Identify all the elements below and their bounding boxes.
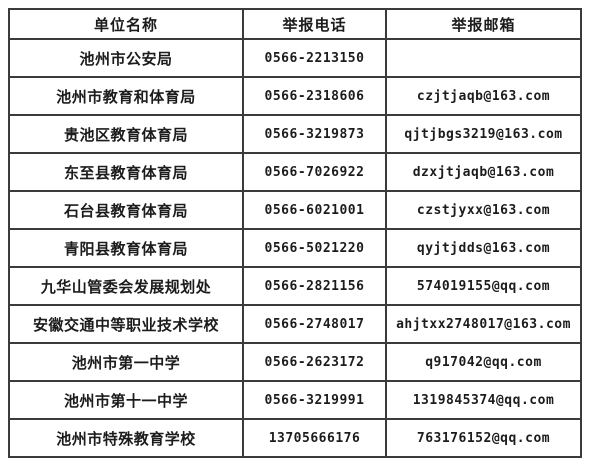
email-cell: q917042@qq.com (385, 342, 582, 382)
phone-cell: 0566-2318606 (242, 76, 387, 116)
table-row: 石台县教育体育局 0566-6021001 czstjyxx@163.com (8, 190, 582, 230)
unit-name-cell: 池州市教育和体育局 (8, 76, 244, 116)
email-cell: 763176152@qq.com (385, 418, 582, 458)
phone-cell: 0566-2748017 (242, 304, 387, 344)
unit-name-cell: 石台县教育体育局 (8, 190, 244, 230)
unit-name-cell: 安徽交通中等职业技术学校 (8, 304, 244, 344)
email-cell: czjtjaqb@163.com (385, 76, 582, 116)
unit-name-cell: 池州市特殊教育学校 (8, 418, 244, 458)
unit-name-cell: 池州市第十一中学 (8, 380, 244, 420)
phone-cell: 0566-2213150 (242, 38, 387, 78)
header-unit-name: 单位名称 (8, 8, 244, 40)
unit-name-cell: 贵池区教育体育局 (8, 114, 244, 154)
phone-cell: 0566-5021220 (242, 228, 387, 268)
table-row: 青阳县教育体育局 0566-5021220 qyjtjdds@163.com (8, 228, 582, 268)
unit-name-cell: 东至县教育体育局 (8, 152, 244, 192)
table-header: 单位名称 举报电话 举报邮箱 (8, 8, 582, 40)
report-contacts-table: 单位名称 举报电话 举报邮箱 池州市公安局 0566-2213150 池州市教育… (8, 8, 582, 458)
table-row: 九华山管委会发展规划处 0566-2821156 574019155@qq.co… (8, 266, 582, 306)
phone-cell: 0566-2821156 (242, 266, 387, 306)
email-cell: 574019155@qq.com (385, 266, 582, 306)
table-body: 池州市公安局 0566-2213150 池州市教育和体育局 0566-23186… (8, 38, 582, 458)
unit-name-cell: 青阳县教育体育局 (8, 228, 244, 268)
header-report-email: 举报邮箱 (385, 8, 582, 40)
header-report-phone: 举报电话 (242, 8, 387, 40)
email-cell (385, 38, 582, 78)
table-row: 东至县教育体育局 0566-7026922 dzxjtjaqb@163.com (8, 152, 582, 192)
unit-name-cell: 池州市公安局 (8, 38, 244, 78)
email-cell: qjtjbgs3219@163.com (385, 114, 582, 154)
header-row: 单位名称 举报电话 举报邮箱 (8, 8, 582, 40)
phone-cell: 0566-6021001 (242, 190, 387, 230)
table-row: 池州市第一中学 0566-2623172 q917042@qq.com (8, 342, 582, 382)
phone-cell: 0566-3219991 (242, 380, 387, 420)
email-cell: dzxjtjaqb@163.com (385, 152, 582, 192)
email-cell: czstjyxx@163.com (385, 190, 582, 230)
table-row: 池州市教育和体育局 0566-2318606 czjtjaqb@163.com (8, 76, 582, 116)
table-row: 池州市第十一中学 0566-3219991 1319845374@qq.com (8, 380, 582, 420)
phone-cell: 13705666176 (242, 418, 387, 458)
phone-cell: 0566-3219873 (242, 114, 387, 154)
email-cell: ahjtxx2748017@163.com (385, 304, 582, 344)
email-cell: qyjtjdds@163.com (385, 228, 582, 268)
table-row: 安徽交通中等职业技术学校 0566-2748017 ahjtxx2748017@… (8, 304, 582, 344)
phone-cell: 0566-2623172 (242, 342, 387, 382)
email-cell: 1319845374@qq.com (385, 380, 582, 420)
unit-name-cell: 池州市第一中学 (8, 342, 244, 382)
table-row: 池州市公安局 0566-2213150 (8, 38, 582, 78)
table-row: 池州市特殊教育学校 13705666176 763176152@qq.com (8, 418, 582, 458)
phone-cell: 0566-7026922 (242, 152, 387, 192)
unit-name-cell: 九华山管委会发展规划处 (8, 266, 244, 306)
table-row: 贵池区教育体育局 0566-3219873 qjtjbgs3219@163.co… (8, 114, 582, 154)
